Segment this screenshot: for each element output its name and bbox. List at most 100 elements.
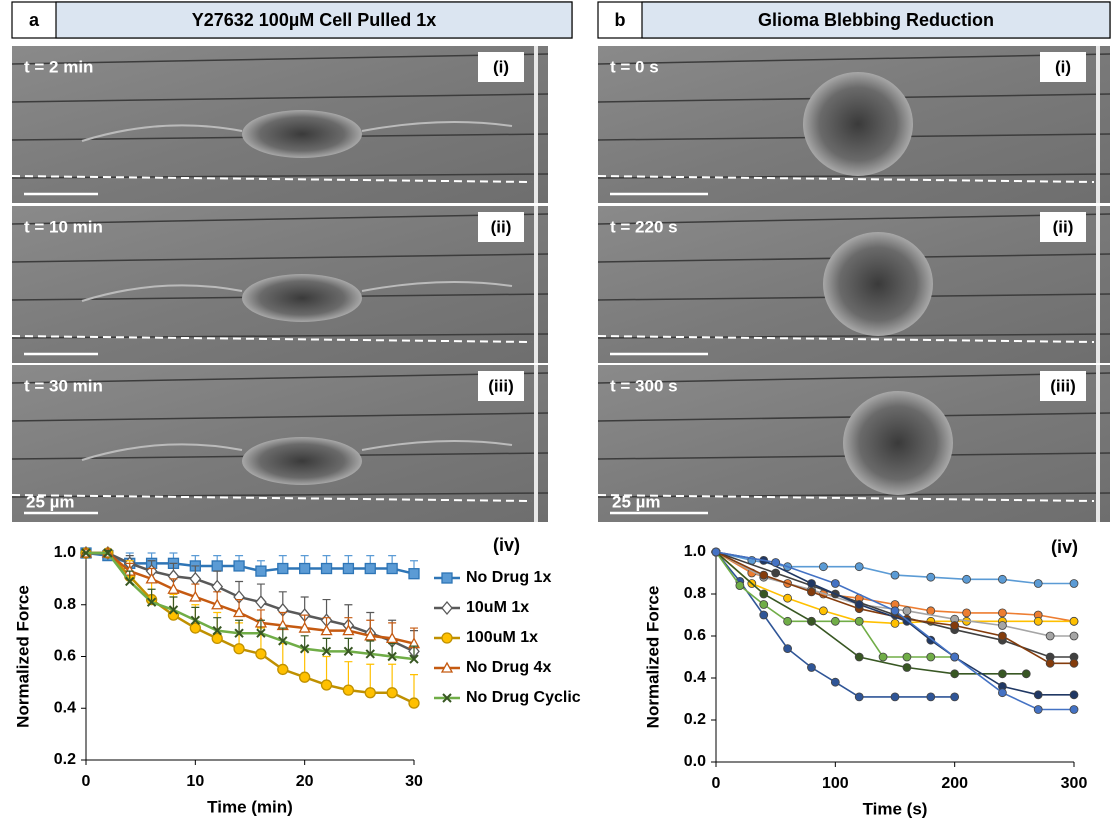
spread-shape [81,281,513,302]
y-tick-label: 1.0 [54,544,76,561]
marker [807,579,816,588]
y-tick-label: 0.2 [54,751,76,768]
marker [950,621,960,630]
frame-time: t = 30 min [24,376,103,395]
frame-time: t = 220 s [610,217,678,236]
error-bar [191,606,200,621]
marker [926,635,936,645]
marker [854,692,864,702]
marker [1069,579,1079,588]
cell [242,274,362,322]
marker [926,572,936,582]
marker [783,616,792,626]
marker [902,663,912,672]
marker [440,661,454,673]
header-band [641,1,1111,39]
marker [890,606,900,616]
marker [211,579,224,594]
marker [342,684,355,696]
marker [1033,616,1043,626]
error-bar [256,619,265,634]
error-bar [388,642,397,657]
marker [1045,631,1055,641]
fiber [11,53,549,65]
marker [830,579,840,588]
marker [819,606,828,616]
marker [277,562,289,575]
marker [890,570,900,580]
marker [735,581,745,590]
marker [103,548,113,558]
fiber [11,372,549,384]
dashed-line [11,335,533,343]
marker [255,648,267,660]
frame-label-box [1040,52,1086,82]
panel-title: Glioma Blebbing Reduction [758,10,994,30]
frame-label: (i) [1055,57,1071,76]
series-line [86,551,415,645]
marker [189,622,201,634]
legend-label: No Drug 1x [466,569,551,586]
x-axis-label: Time (min) [207,797,293,816]
error-bar [169,596,178,610]
series-line [86,551,415,661]
micrograph [597,206,1111,363]
frame-label: (iii) [1050,376,1076,395]
dashed-line [11,175,533,183]
marker [962,574,971,584]
panel-annotation: (iv) [1051,537,1078,557]
error-bar [147,588,156,603]
marker [807,616,816,626]
marker [277,663,289,676]
y-tick-label: 0.6 [54,648,76,665]
marker [320,562,333,575]
y-axis-label: Normalized Force [13,585,32,728]
marker [1069,616,1079,626]
dashed-line [597,175,1095,183]
dashed-line [597,494,1095,502]
marker [926,692,936,702]
x-axis-label: Time (s) [863,799,928,818]
marker [854,616,864,626]
marker [1069,631,1079,641]
marker [320,624,333,636]
error-bar [322,637,331,652]
error-bar [235,619,244,634]
marker [1033,690,1043,700]
panel-letter: b [615,10,626,30]
spread-shape [81,440,513,461]
series-line [715,551,1074,696]
x-tick-label: 100 [822,775,849,792]
x-tick-label: 20 [296,773,314,790]
frame-label: (ii) [491,217,512,236]
marker [854,600,864,609]
marker [807,587,816,597]
frame-time: t = 300 s [610,376,678,395]
series-line [85,551,415,575]
micrograph [11,365,549,522]
fiber [597,213,1111,225]
marker [211,560,223,572]
marker [441,632,453,644]
micrograph [597,46,1111,203]
marker [998,608,1007,618]
chamber-wall [534,365,538,522]
marker [386,687,398,699]
series-line [715,551,1074,711]
marker [890,692,900,702]
marker [167,582,180,594]
legend-label: 100uM 1x [466,629,538,646]
cell [843,391,953,495]
marker [320,679,333,691]
spread-shape [81,121,513,142]
marker [1033,705,1043,714]
legend-label: 10uM 1x [466,599,529,616]
marker [1021,669,1031,679]
marker [926,606,936,616]
marker [211,632,223,645]
marker [232,606,246,618]
fiber [11,93,549,103]
marker [950,692,960,702]
marker [364,629,377,641]
